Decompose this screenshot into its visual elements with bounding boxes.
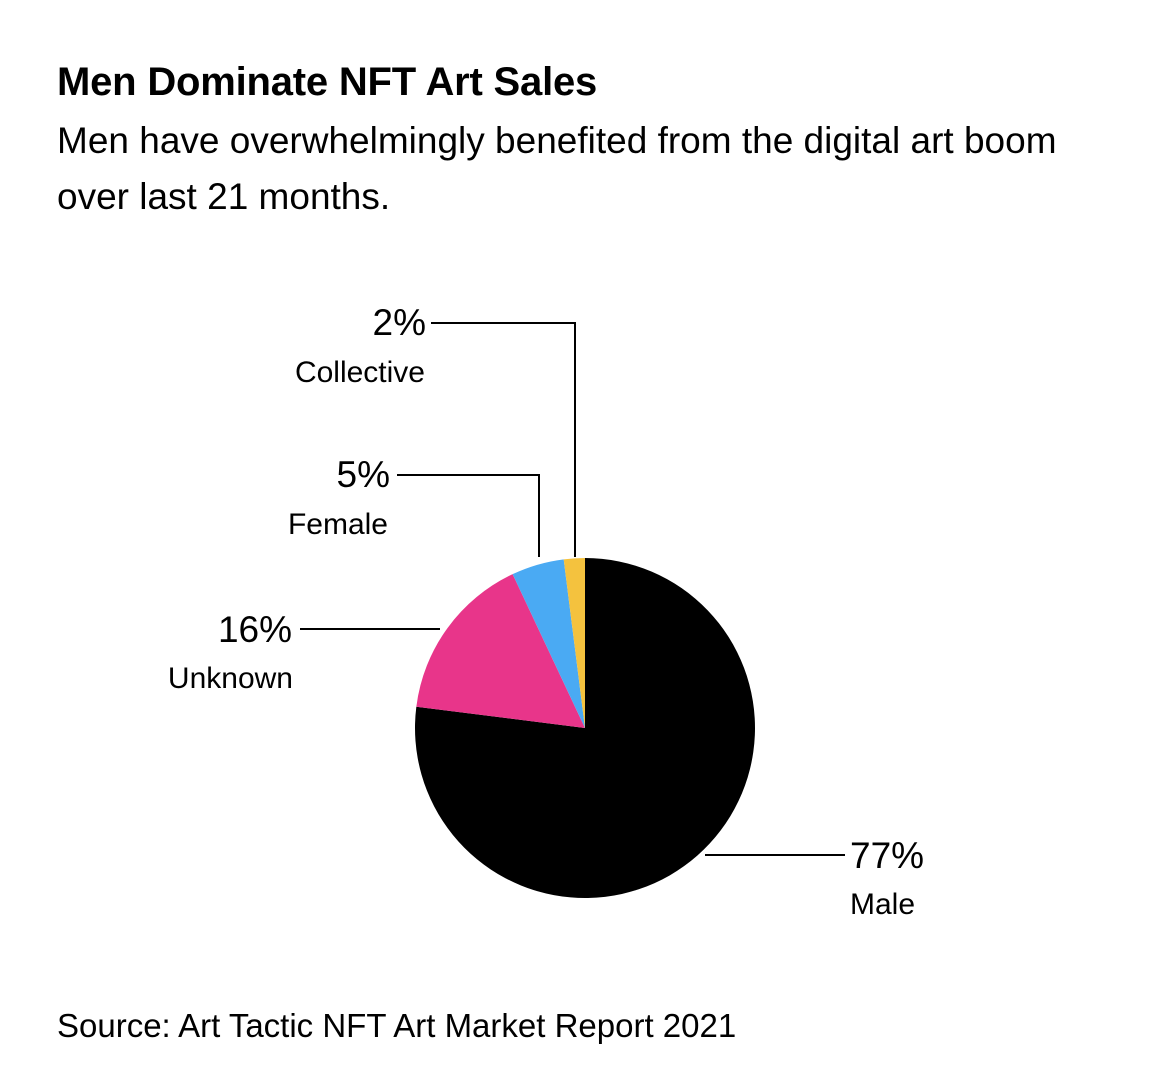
pie-slices — [415, 558, 755, 899]
chart-subtitle: Men have overwhelmingly benefited from t… — [57, 120, 1057, 217]
slice-name-label-female: Female — [288, 508, 388, 541]
pie-slice-unknown — [416, 574, 585, 728]
leader-line-female — [397, 474, 540, 557]
slice-name-label-male: Male — [850, 888, 915, 921]
pie-slice-female — [512, 559, 585, 728]
slice-value-label-female: 5% — [337, 454, 390, 495]
slice-value-label-collective: 2% — [373, 302, 426, 343]
pie-slice-collective — [563, 558, 585, 728]
slice-value-label-unknown: 16% — [218, 609, 292, 650]
slice-name-label-unknown: Unknown — [168, 662, 293, 695]
slice-labels: 77% Male 16% Unknown 5% Female 2% Collective — [168, 302, 924, 921]
slice-name-label-collective: Collective — [295, 356, 425, 389]
chart-title: Men Dominate NFT Art Sales — [57, 60, 598, 104]
slice-value-label-male: 77% — [850, 835, 924, 876]
leader-lines — [300, 322, 845, 856]
source-note: Source: Art Tactic NFT Art Market Report… — [57, 1007, 737, 1044]
leader-line-collective — [431, 322, 576, 557]
